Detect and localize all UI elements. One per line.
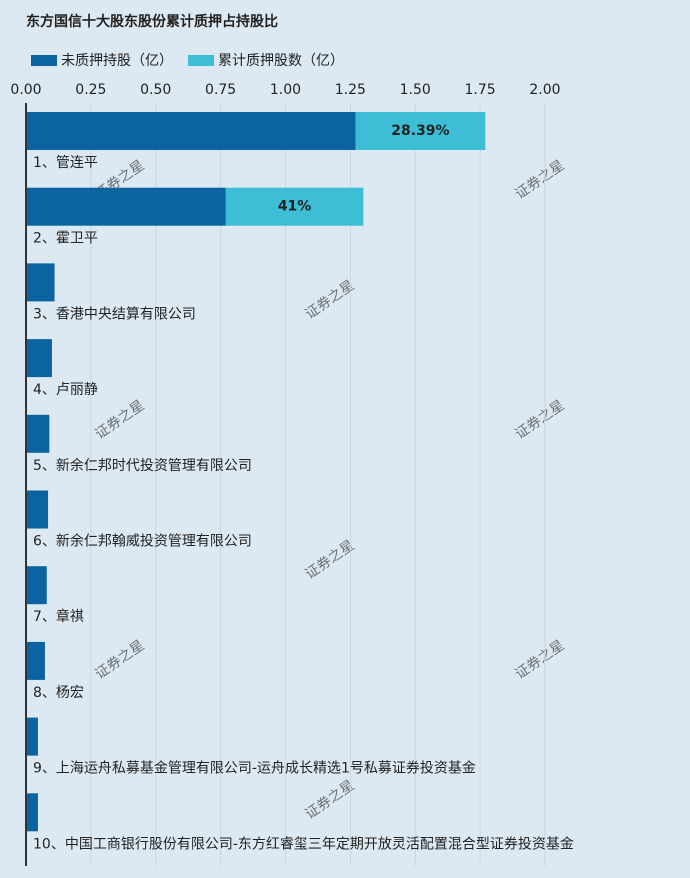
- chart-title: 东方国信十大股东股份累计质押占持股比: [26, 13, 278, 30]
- x-tick-label: 0.50: [140, 82, 171, 98]
- category-label: 2、霍卫平: [33, 231, 98, 247]
- bar: [26, 717, 38, 756]
- category-label: 4、卢丽静: [33, 382, 98, 398]
- x-tick-label: 1.00: [270, 82, 301, 98]
- bar: [26, 641, 45, 680]
- category-label: 7、章祺: [33, 608, 84, 625]
- category-label: 10、中国工商银行股份有限公司-东方红睿玺三年定期开放灵活配置混合型证券投资基金: [33, 835, 574, 852]
- legend-label: 未质押持股（亿）: [61, 53, 173, 69]
- category-label: 1、管连平: [33, 155, 98, 171]
- category-label: 6、新余仁邦翰威投资管理有限公司: [33, 533, 252, 550]
- x-tick-label: 1.75: [465, 82, 496, 98]
- x-tick-label: 1.50: [400, 82, 431, 98]
- x-tick-label: 1.25: [335, 82, 366, 98]
- bar: [26, 263, 55, 302]
- bar: [26, 414, 50, 453]
- bar: [26, 490, 49, 529]
- bar: [26, 187, 226, 226]
- legend-label: 累计质押股数（亿）: [218, 53, 344, 69]
- ratio-label: 28.39%: [391, 123, 449, 139]
- category-label: 9、上海运舟私募基金管理有限公司-运舟成长精选1号私募证券投资基金: [33, 760, 476, 777]
- bar: [225, 187, 364, 226]
- legend-swatch: [188, 55, 214, 66]
- x-tick-label: 0.75: [205, 82, 236, 98]
- category-label: 3、香港中央结算有限公司: [33, 306, 196, 322]
- legend-swatch: [31, 55, 57, 66]
- bar: [26, 339, 52, 378]
- x-tick-label: 2.00: [529, 82, 560, 98]
- category-label: 8、杨宏: [33, 685, 84, 701]
- bar: [355, 112, 486, 150]
- x-tick-label: 0.00: [10, 82, 41, 98]
- ratio-label: 41%: [278, 199, 312, 215]
- bar: [26, 112, 356, 150]
- bar: [26, 566, 47, 605]
- x-tick-label: 0.25: [75, 82, 106, 98]
- category-label: 5、新余仁邦时代投资管理有限公司: [33, 457, 252, 474]
- bar: [26, 793, 38, 832]
